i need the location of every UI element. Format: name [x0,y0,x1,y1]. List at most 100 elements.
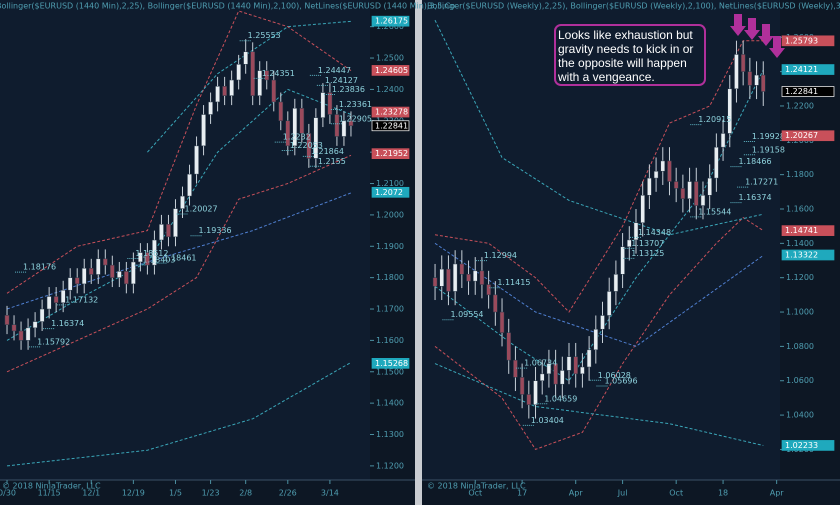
candle-body [285,120,291,147]
candle-body [208,101,213,115]
y-tick-label: 1.2000 [376,210,404,219]
candle-body [116,271,122,278]
candle-body [243,51,249,65]
candle-body [229,79,234,96]
y-tick-label: 1.2200 [786,101,814,110]
bollinger-band [6,154,352,373]
y-tick-label: 1.2600 [376,22,404,31]
candle-body [600,315,605,330]
marker-label: 1.12994 [484,251,517,260]
price-box [371,358,410,369]
marker-label: 1.05696 [605,376,638,385]
arrow [730,14,746,36]
marker-label: 1.25553 [248,31,281,40]
candle-body [152,239,157,266]
y-tick-label: 1.1900 [376,242,404,251]
marker-label: 1.03404 [531,416,564,425]
marker-label: 1.24127 [325,76,358,85]
price-box-label: 1.24121 [785,65,818,74]
candle-body [714,146,719,179]
y-tick-label: 1.2100 [376,179,404,188]
marker-label: 1.21864 [311,147,344,156]
x-tick-label: Apr [770,489,785,498]
candle-body [734,54,739,90]
candle-body [348,120,354,127]
candle-body [159,224,164,241]
x-tick-label: 0/30 [0,489,16,498]
x-tick-label: 1/23 [202,489,220,498]
candle-body [680,188,686,199]
y-tick-label: 1.1300 [376,430,404,439]
bollinger-band [434,216,764,451]
marker-label: 1.22053 [290,141,323,150]
marker-label: 1.18461 [163,254,196,263]
candle-body [459,263,465,275]
price-box-label: 1.13322 [785,250,818,259]
marker-label: 1.20027 [185,205,218,214]
price-box-label: 1.22841 [785,87,818,96]
price-box [371,120,410,132]
price-box-label: 1.25793 [785,36,818,45]
x-tick-label: 1/5 [169,489,182,498]
candle-body [194,145,199,175]
candle-body [660,160,666,172]
candle-body [466,274,471,282]
candle-body [653,170,659,179]
candle-body [138,252,143,263]
price-box [371,106,410,118]
candle-body [687,181,692,199]
price-box [781,86,835,97]
x-tick-label: Oct [468,489,482,498]
candle-body [292,107,298,147]
candle-body [647,177,652,196]
candle-body [187,173,192,197]
candle-body [81,267,87,285]
candle-body [700,195,706,206]
price-box [781,130,835,142]
candle-body [606,291,612,316]
candle-body [493,294,498,313]
candle-body [519,377,525,395]
price-box-label: 1.15268 [375,359,408,368]
price-box [371,15,410,27]
candle-body [201,114,206,147]
annotation: Looks like exhaustion but gravity needs … [558,28,694,84]
x-tick-label: 17 [517,489,527,498]
y-tick-label: 1.1600 [786,205,814,214]
price-box [781,64,835,75]
y-tick-label: 1.1200 [376,461,404,470]
marker-label: 1.20915 [698,115,731,124]
candle-body [257,70,263,96]
copyright: © 2018 NinjaTrader, LLC [2,482,101,491]
marker-label: 1.19928 [752,132,785,141]
candle-body [215,86,220,103]
marker-label: 1.17132 [65,295,98,304]
marker-label: 1.04659 [544,394,577,403]
candle-body [513,359,518,378]
y-tick-label: 1.2400 [376,85,404,94]
price-box [781,440,835,451]
price-box [781,225,835,236]
candle-body [74,277,80,285]
candle-body [299,107,305,134]
y-tick-label: 1.1800 [376,273,404,282]
candle-body [11,324,17,332]
marker-label: 1.11415 [497,278,530,287]
price-box-label: 1.23278 [375,108,408,117]
y-tick-label: 1.1600 [376,336,404,345]
price-box-label: 1.14741 [785,226,818,235]
candle-body [432,277,438,287]
marker-label: 1.2232 [283,133,311,142]
marker-label: 1.15792 [37,337,70,346]
candle-body [747,71,753,86]
candle-body [627,239,632,248]
marker-label: 1.18176 [23,263,56,272]
marker-label: 1.17271 [745,178,778,187]
candle-body [553,363,558,385]
x-tick-label: 12/19 [122,489,145,498]
x-tick-label: Jul [617,489,628,498]
candle-body [250,51,256,96]
candle-body [67,277,73,291]
bollinger-band [6,10,352,294]
